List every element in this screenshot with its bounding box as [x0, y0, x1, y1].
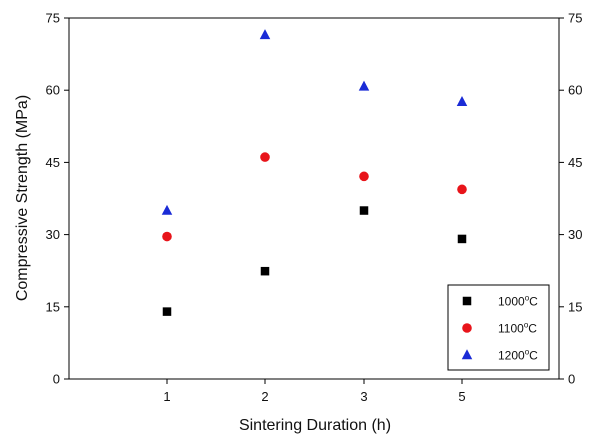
legend-marker-circle [462, 323, 472, 333]
y-tick-label-left: 15 [46, 299, 60, 314]
y-tick-label-left: 30 [46, 227, 60, 242]
y-tick-label-right: 75 [568, 11, 582, 26]
data-point-circle [457, 184, 467, 195]
data-points-group [161, 29, 468, 316]
data-point-triangle [259, 29, 271, 40]
data-point-circle [359, 171, 369, 182]
x-axis-title: Sintering Duration (h) [239, 417, 391, 434]
data-point-triangle [456, 96, 468, 107]
y-tick-label-right: 45 [568, 155, 582, 170]
data-point-square [162, 307, 172, 316]
y-tick-label-right: 30 [568, 227, 582, 242]
x-tick-label: 5 [458, 389, 465, 404]
plot-frame-group [68, 17, 560, 380]
legend-label: 1100oC [498, 321, 537, 336]
legend-marker-square [462, 296, 472, 306]
y-tick-label-left: 60 [46, 83, 60, 98]
data-point-circle [260, 152, 270, 162]
y-tick-label-left: 0 [53, 372, 60, 387]
y-tick-label-left: 45 [46, 155, 60, 170]
y-tick-label-right: 15 [568, 299, 582, 314]
data-point-triangle [161, 204, 173, 215]
x-tick-label: 2 [261, 389, 268, 404]
legend-marker-triangle [461, 349, 473, 360]
y-tick-label-right: 0 [568, 372, 575, 387]
data-point-square [260, 266, 270, 276]
legend-label: 1200oC [498, 348, 538, 363]
data-point-square [359, 206, 369, 215]
legend-label: 1000oC [498, 294, 538, 309]
data-point-square [457, 234, 467, 244]
x-tick-label: 3 [360, 389, 367, 404]
axis-ticks-group: 0 0 15 15 30 30 45 45 60 60 75 75 1 2 3 5 [46, 11, 583, 405]
x-tick-label: 1 [163, 389, 170, 404]
y-axis-title: Compressive Strength (MPa) [14, 95, 31, 301]
legend: 1000oC 1100oC 1200oC [447, 284, 550, 371]
plot-frame [68, 17, 560, 380]
y-tick-label-right: 60 [568, 83, 582, 98]
data-point-circle [162, 231, 172, 242]
data-point-triangle [358, 80, 370, 91]
y-tick-label-left: 75 [46, 11, 60, 26]
